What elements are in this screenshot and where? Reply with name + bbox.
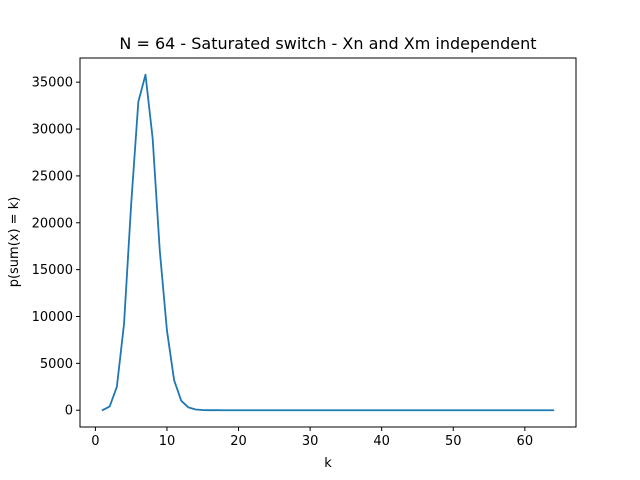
- x-axis-label: k: [324, 456, 332, 471]
- x-tick-label: 40: [373, 434, 390, 449]
- x-tick-label: 10: [159, 434, 176, 449]
- chart-title: N = 64 - Saturated switch - Xn and Xm in…: [119, 34, 536, 53]
- x-tick-label: 60: [517, 434, 534, 449]
- x-axis-ticks: 0 10 20 30 40 50 60: [91, 427, 533, 449]
- y-axis-label: p(sum(x) = k): [7, 197, 22, 288]
- y-tick-label: 25000: [32, 169, 73, 184]
- y-tick-label: 15000: [32, 263, 73, 278]
- x-tick-label: 30: [302, 434, 319, 449]
- y-tick-label: 30000: [32, 123, 73, 138]
- plot-area: [101, 73, 555, 412]
- series-line: [101, 73, 555, 412]
- y-axis-ticks: 0 5000 10000 15000 20000 25000 30000 35000: [32, 76, 80, 419]
- y-tick-label: 10000: [32, 310, 73, 325]
- y-tick-label: 5000: [40, 357, 73, 372]
- y-tick-label: 20000: [32, 216, 73, 231]
- y-tick-label: 0: [65, 404, 73, 419]
- y-tick-label: 35000: [32, 76, 73, 91]
- x-tick-label: 50: [445, 434, 462, 449]
- x-tick-label: 0: [91, 434, 99, 449]
- plot-frame: [79, 57, 577, 428]
- x-tick-label: 20: [230, 434, 247, 449]
